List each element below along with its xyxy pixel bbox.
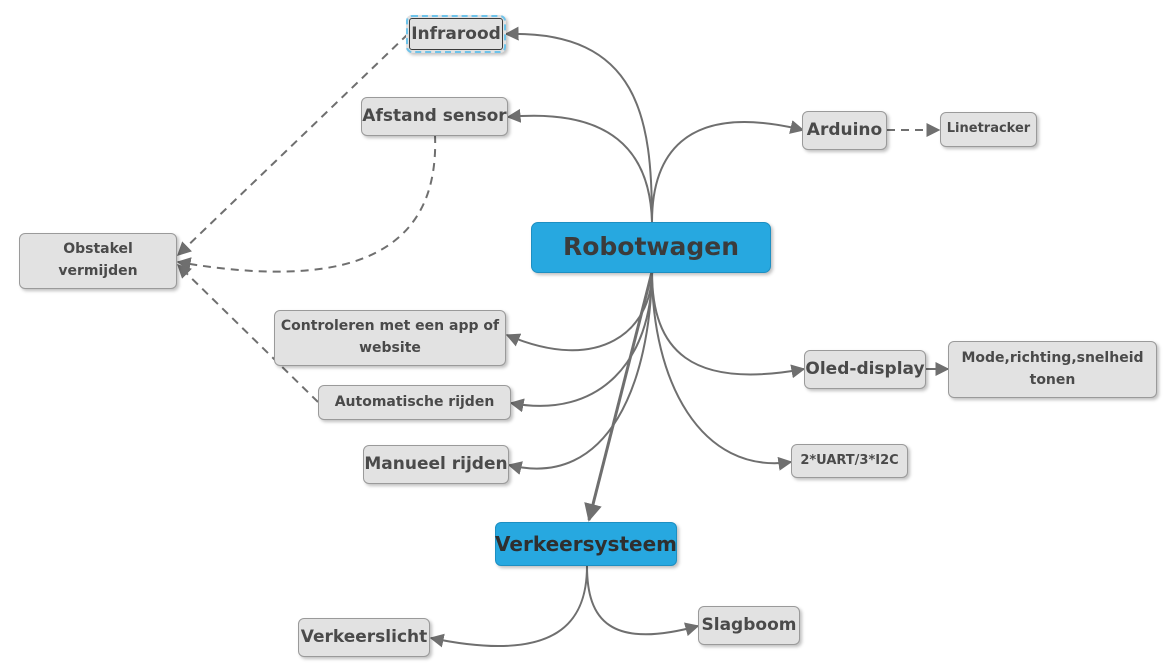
topic-obstakel-label-line2: vermijden	[58, 263, 138, 279]
root-node-robotwagen[interactable]: Robotwagen	[531, 222, 771, 273]
connector-robotwagen-uart	[651, 271, 793, 471]
topic-manueel-rijden[interactable]: Manueel rijden	[363, 445, 509, 484]
connector-robotwagen-arduino	[651, 120, 805, 223]
topic-infrarood[interactable]: Infrarood	[406, 15, 506, 53]
connector-robotwagen-oled	[651, 271, 806, 379]
topic-slagboom[interactable]: Slagboom	[698, 606, 800, 645]
topic-controleren-label-line2: website	[359, 340, 421, 356]
topic-obstakel-label-line1: Obstakel	[63, 241, 133, 258]
topic-slagboom-label: Slagboom	[701, 615, 797, 636]
connector-robotwagen-manueel	[507, 271, 653, 475]
topic-automatische-rijden[interactable]: Automatische rijden	[318, 385, 511, 420]
connector-infrarood-obstakel	[176, 33, 409, 256]
topic-verkeerslicht-label: Verkeerslicht	[300, 627, 428, 648]
connector-robotwagen-infrarood	[504, 26, 653, 223]
topic-manueel-label: Manueel rijden	[364, 454, 508, 475]
topic-controleren-label-line1: Controleren met een app of	[280, 318, 500, 335]
topic-verkeersysteem[interactable]: Verkeersysteem	[495, 522, 677, 566]
connector-afstand-obstakel	[176, 134, 437, 273]
topic-oled-display[interactable]: Oled-display	[804, 350, 926, 389]
connector-robotwagen-afstand-sensor	[506, 108, 653, 223]
topic-infrarood-label: Infrarood	[411, 23, 501, 44]
topic-verkeersysteem-label: Verkeersysteem	[495, 531, 677, 556]
topic-linetracker-label: Linetracker	[946, 121, 1031, 137]
topic-afstand-sensor-label: Afstand sensor	[362, 106, 507, 127]
connector-robotwagen-automatisch	[509, 271, 653, 413]
topic-mode-label-line1: Mode,richting,snelheid	[961, 349, 1144, 366]
topic-automatisch-label: Automatische rijden	[334, 393, 495, 410]
connector-robotwagen-verkeersysteem	[584, 271, 654, 522]
topic-oled-label: Oled-display	[805, 359, 925, 380]
connector-verkeersysteem-slagboom	[586, 565, 700, 637]
topic-linetracker[interactable]: Linetracker	[940, 112, 1037, 147]
root-node-label: Robotwagen	[562, 232, 740, 262]
connector-verkeersysteem-verkeerslicht	[429, 565, 588, 648]
topic-mode-richting-snelheid[interactable]: Mode,richting,snelheid tonen	[948, 341, 1157, 398]
connector-automatisch-obstakel	[176, 264, 319, 403]
topic-verkeerslicht[interactable]: Verkeerslicht	[298, 618, 430, 657]
topic-obstakel-vermijden[interactable]: Obstakel vermijden	[19, 233, 177, 289]
connector-robotwagen-controleren	[505, 271, 653, 352]
topic-afstand-sensor[interactable]: Afstand sensor	[361, 97, 508, 136]
topic-mode-label-line2: tonen	[1029, 371, 1076, 388]
topic-arduino[interactable]: Arduino	[802, 111, 887, 150]
topic-uart-i2c[interactable]: 2*UART/3*I2C	[791, 444, 908, 478]
topic-controleren-app[interactable]: Controleren met een app of website	[274, 310, 506, 366]
topic-arduino-label: Arduino	[806, 120, 883, 141]
topic-uart-label: 2*UART/3*I2C	[800, 452, 899, 468]
